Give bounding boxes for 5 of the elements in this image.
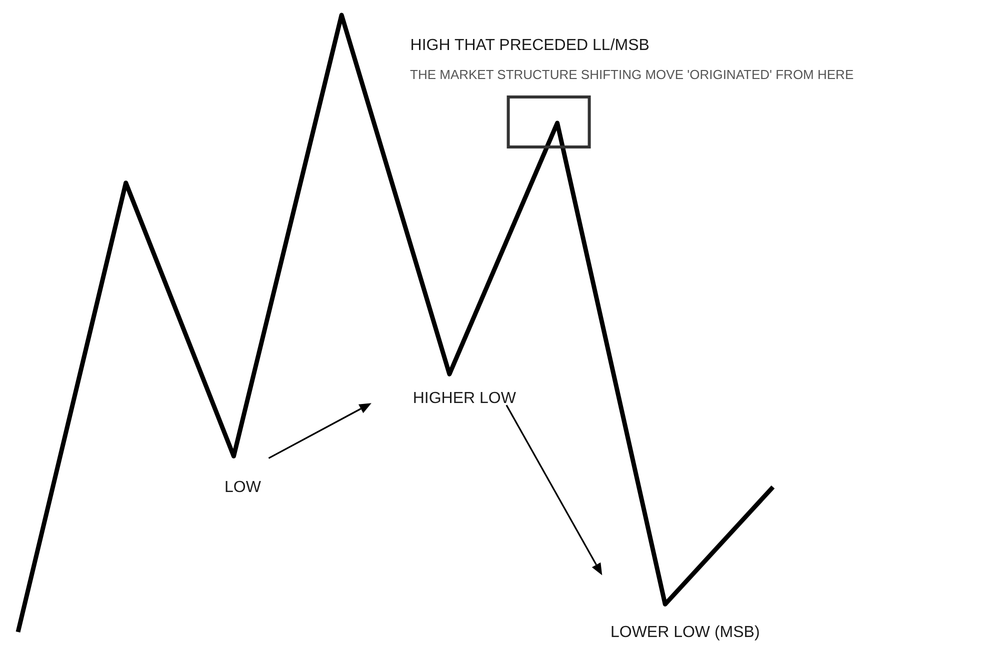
annotation: LOW bbox=[224, 479, 262, 496]
annotation: THE MARKET STRUCTURE SHIFTING MOVE 'ORIGINATED' FROM HERE bbox=[410, 67, 854, 82]
annotation: HIGHER LOW bbox=[412, 390, 517, 408]
annotation: LOWER LOW (MSB) bbox=[610, 624, 760, 642]
annotation: HIGH THAT PRECEDED LL/MSB bbox=[410, 36, 650, 54]
